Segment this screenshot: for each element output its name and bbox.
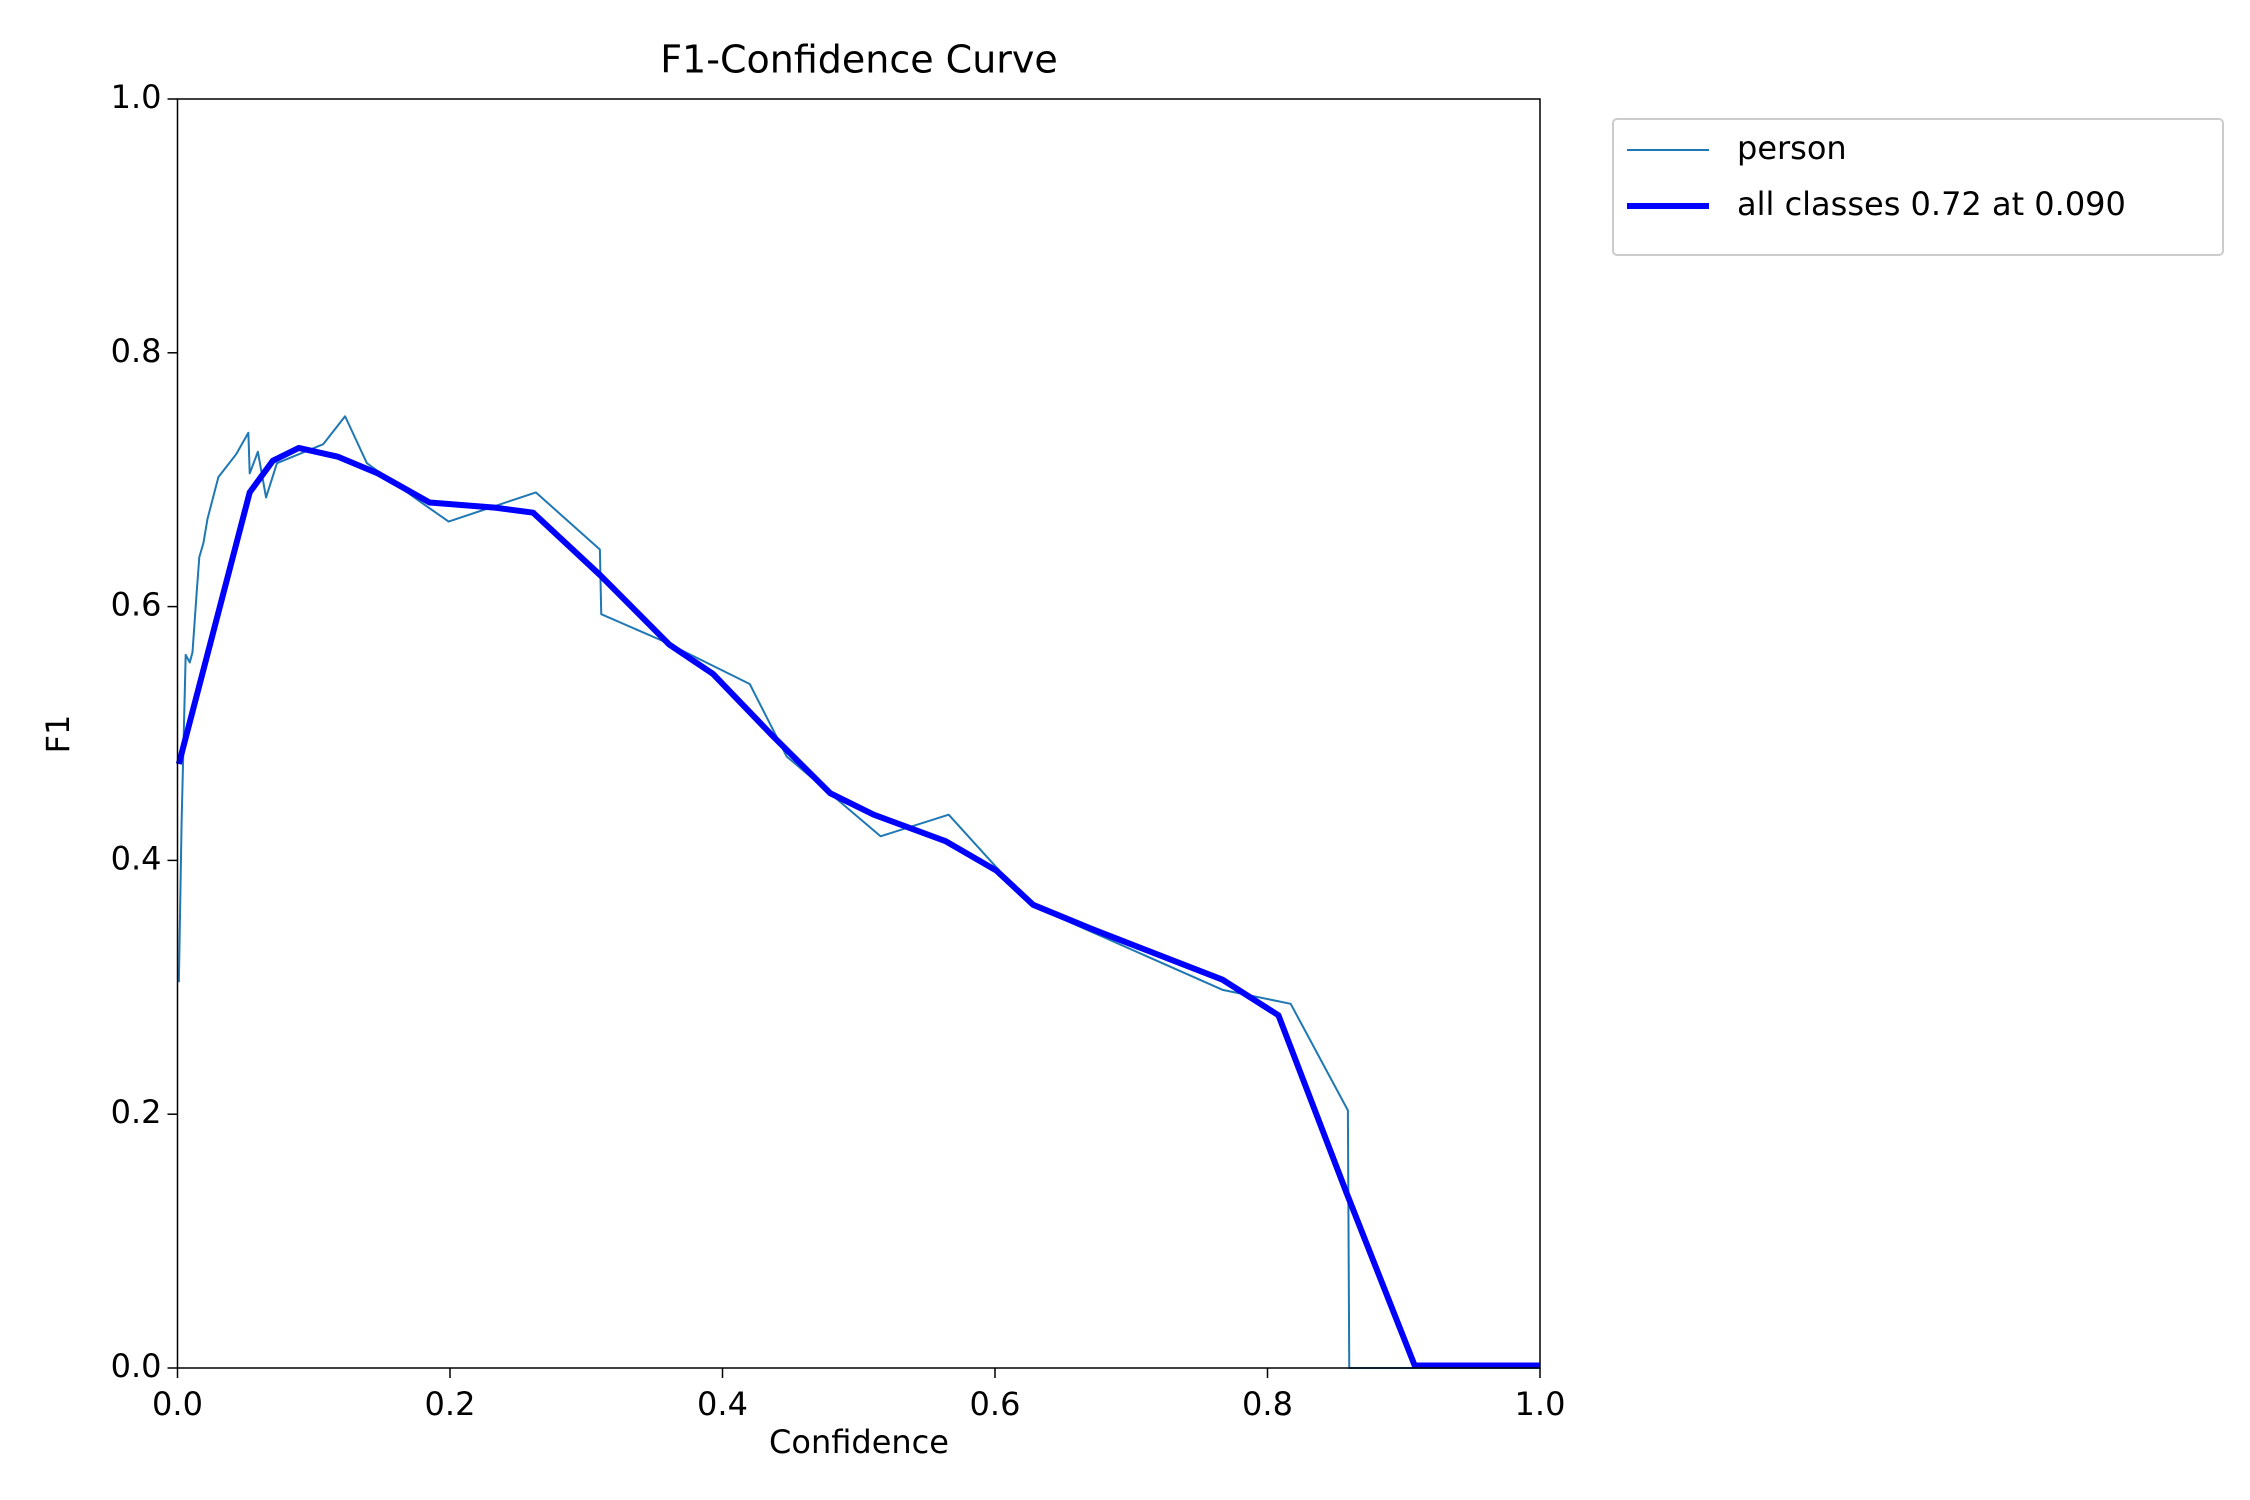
y-axis-label: F1 xyxy=(39,715,77,754)
y-tick-label: 0.8 xyxy=(111,332,162,370)
y-tick-label: 0.2 xyxy=(111,1093,162,1131)
legend-label: person xyxy=(1737,129,1847,167)
line-series xyxy=(177,415,1540,1369)
x-tick-label: 0.0 xyxy=(152,1385,203,1423)
y-tick-label: 0.0 xyxy=(111,1347,162,1385)
chart-title: F1-Confidence Curve xyxy=(660,38,1058,82)
plot-frame xyxy=(176,98,1541,1369)
line-series xyxy=(175,444,1540,1369)
x-tick-label: 0.6 xyxy=(970,1385,1021,1423)
x-axis-label: Confidence xyxy=(769,1423,949,1461)
y-tick-label: 0.6 xyxy=(111,586,162,624)
x-tick-label: 0.4 xyxy=(697,1385,748,1423)
legend-box xyxy=(1612,118,2224,256)
x-tick-label: 1.0 xyxy=(1515,1385,1566,1423)
x-tick-label: 0.2 xyxy=(425,1385,476,1423)
y-tick-label: 1.0 xyxy=(111,78,162,116)
x-tick-label: 0.8 xyxy=(1242,1385,1293,1423)
y-tick-label: 0.4 xyxy=(111,839,162,877)
legend-label: all classes 0.72 at 0.090 xyxy=(1737,185,2126,223)
